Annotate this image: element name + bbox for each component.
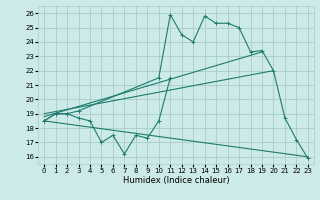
X-axis label: Humidex (Indice chaleur): Humidex (Indice chaleur)	[123, 176, 229, 185]
